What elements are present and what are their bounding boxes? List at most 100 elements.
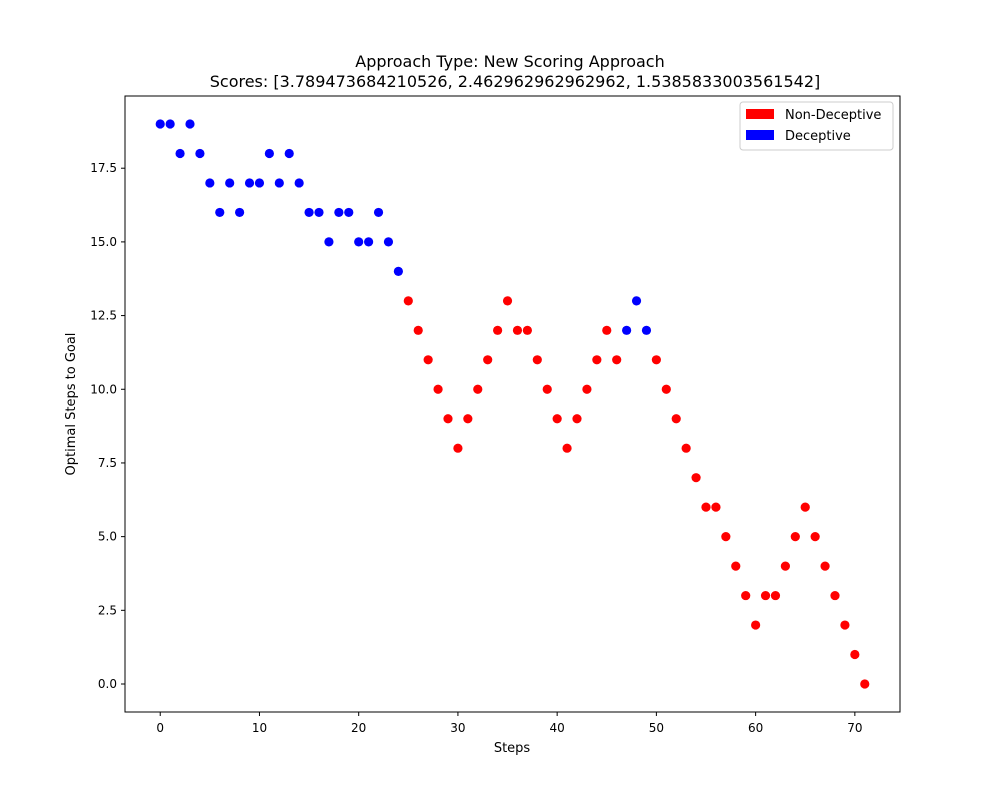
point-non-deceptive: [790, 532, 800, 542]
point-non-deceptive: [820, 561, 830, 571]
point-non-deceptive: [473, 384, 483, 394]
point-deceptive: [334, 207, 344, 218]
x-tick-label: 60: [748, 721, 763, 735]
y-axis-label: Optimal Steps to Goal: [64, 333, 79, 476]
point-deceptive: [294, 178, 304, 188]
point-deceptive: [622, 325, 632, 335]
point-non-deceptive: [701, 502, 711, 512]
point-deceptive: [344, 207, 354, 218]
point-non-deceptive: [661, 384, 671, 394]
point-non-deceptive: [413, 325, 423, 335]
point-non-deceptive: [850, 649, 860, 660]
x-axis-label: Steps: [494, 741, 531, 756]
point-non-deceptive: [562, 443, 572, 453]
point-non-deceptive: [751, 620, 761, 630]
point-deceptive: [185, 119, 195, 129]
point-non-deceptive: [681, 443, 691, 453]
legend-box: [739, 101, 894, 151]
chart-title: Approach Type: New Scoring Approach: [355, 52, 664, 71]
point-non-deceptive: [810, 532, 820, 542]
point-non-deceptive: [552, 414, 562, 424]
point-deceptive: [354, 237, 364, 247]
point-non-deceptive: [711, 502, 721, 512]
point-non-deceptive: [532, 355, 542, 365]
y-tick-label: 7.5: [98, 456, 117, 470]
plot-frame: [124, 95, 901, 713]
point-deceptive: [393, 266, 403, 276]
point-non-deceptive: [512, 325, 523, 335]
x-tick-label: 20: [351, 721, 366, 735]
point-deceptive: [314, 207, 324, 218]
y-axis-ticks: 0.0 2.5 5.0 7.5 10.0 12.5 15.0 17.5: [90, 161, 125, 691]
point-deceptive: [195, 148, 205, 159]
x-tick-label: 0: [156, 721, 164, 735]
point-non-deceptive: [800, 502, 810, 512]
point-non-deceptive: [403, 296, 413, 306]
point-non-deceptive: [443, 414, 453, 424]
legend-label-deceptive: Deceptive: [785, 129, 851, 144]
point-deceptive: [264, 148, 274, 159]
point-non-deceptive: [840, 620, 850, 630]
x-tick-label: 50: [649, 721, 664, 735]
point-non-deceptive: [860, 679, 870, 689]
data-points: [155, 119, 870, 689]
point-deceptive: [235, 207, 245, 218]
point-deceptive: [254, 178, 265, 188]
point-deceptive: [155, 119, 165, 129]
point-non-deceptive: [522, 325, 532, 335]
y-tick-label: 12.5: [90, 309, 117, 323]
point-deceptive: [205, 178, 215, 188]
point-non-deceptive: [433, 384, 443, 394]
point-non-deceptive: [602, 325, 612, 335]
point-deceptive: [631, 296, 642, 306]
x-tick-label: 10: [252, 721, 267, 735]
point-deceptive: [383, 237, 394, 247]
point-non-deceptive: [741, 590, 751, 601]
point-non-deceptive: [502, 296, 513, 306]
point-non-deceptive: [691, 473, 701, 483]
point-non-deceptive: [582, 384, 592, 394]
point-deceptive: [225, 178, 235, 188]
point-non-deceptive: [592, 355, 602, 365]
point-non-deceptive: [830, 590, 840, 601]
y-tick-label: 17.5: [90, 161, 117, 175]
x-tick-label: 30: [450, 721, 465, 735]
point-non-deceptive: [493, 325, 503, 335]
point-non-deceptive: [671, 414, 681, 424]
point-non-deceptive: [731, 561, 741, 571]
x-tick-label: 70: [847, 721, 862, 735]
y-tick-label: 5.0: [98, 530, 117, 544]
y-tick-label: 15.0: [90, 235, 117, 249]
y-tick-label: 10.0: [90, 382, 117, 396]
legend-label-non-deceptive: Non-Deceptive: [785, 108, 881, 123]
point-deceptive: [641, 325, 652, 335]
y-tick-label: 0.0: [98, 677, 117, 691]
point-non-deceptive: [760, 590, 771, 601]
point-deceptive: [175, 148, 185, 159]
point-deceptive: [304, 207, 314, 218]
point-deceptive: [373, 207, 384, 218]
point-non-deceptive: [453, 443, 463, 453]
y-tick-label: 2.5: [98, 603, 117, 617]
point-deceptive: [274, 178, 284, 188]
legend-swatch-non-deceptive: [746, 109, 774, 119]
point-non-deceptive: [463, 414, 473, 424]
chart-subtitle: Scores: [3.789473684210526, 2.4629629629…: [210, 72, 821, 91]
point-non-deceptive: [483, 355, 493, 365]
x-tick-label: 40: [550, 721, 565, 735]
x-axis-ticks: 0 10 20 30 40 50 60 70: [156, 712, 862, 735]
legend-swatch-deceptive: [746, 130, 774, 140]
point-non-deceptive: [423, 355, 433, 365]
point-non-deceptive: [770, 590, 781, 601]
point-non-deceptive: [721, 532, 731, 542]
point-deceptive: [215, 207, 225, 218]
legend: Non-Deceptive Deceptive: [739, 101, 894, 151]
point-non-deceptive: [651, 355, 661, 365]
point-non-deceptive: [542, 384, 552, 394]
point-deceptive: [324, 237, 334, 247]
point-deceptive: [364, 237, 374, 247]
point-non-deceptive: [612, 355, 622, 365]
point-deceptive: [165, 119, 175, 129]
point-deceptive: [284, 148, 294, 159]
